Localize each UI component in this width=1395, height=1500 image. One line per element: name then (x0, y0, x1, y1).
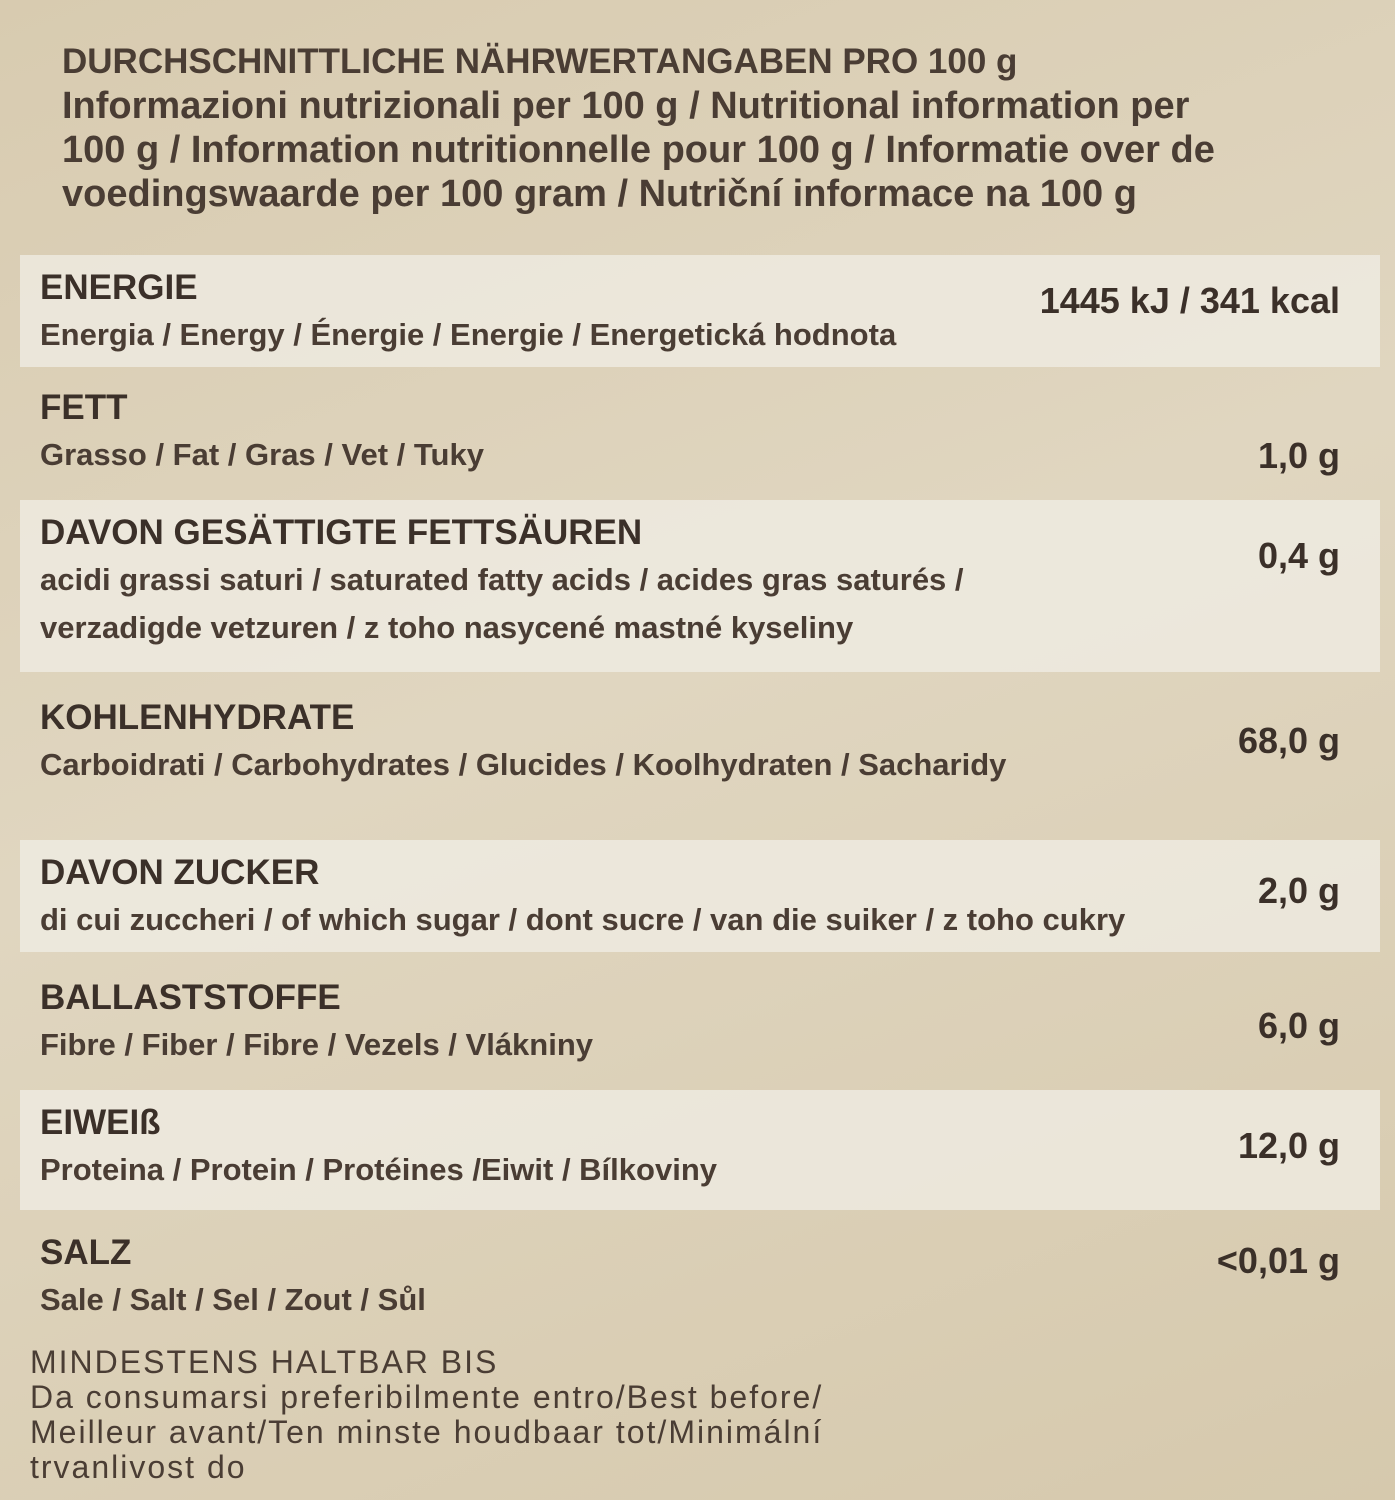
nutrient-title: ENERGIE (40, 268, 198, 307)
nutrient-row: DAVON ZUCKER di cui zuccheri / of which s… (20, 840, 1380, 952)
nutrient-translation: acidi grassi saturi / saturated fatty ac… (40, 562, 964, 597)
nutrient-value: 0,4 g (1257, 535, 1340, 576)
nutrient-value: 2,0 g (1257, 870, 1340, 911)
nutrient-row: ENERGIE Energia / Energy / Énergie / Ener… (20, 255, 1380, 367)
nutrient-row: DAVON GESÄTTIGTE FETTSÄUREN acidi grassi … (20, 500, 1380, 672)
nutrient-title: BALLASTSTOFFE (40, 978, 341, 1017)
header-line: DURCHSCHNITTLICHE NÄHRWERTANGABEN PRO 10… (62, 42, 1018, 81)
nutrient-title: KOHLENHYDRATE (40, 698, 355, 737)
header-line: 100 g / Information nutritionnelle pour … (62, 129, 1215, 171)
nutrient-row: FETT Grasso / Fat / Gras / Vet / Tuky 1,0 … (20, 375, 1380, 490)
nutrient-translation: Carboidrati / Carbohydrates / Glucides /… (40, 747, 1007, 782)
nutrient-title: FETT (40, 388, 128, 427)
nutrient-translation: Proteina / Protein / Protéines /Eiwit / … (40, 1152, 717, 1187)
nutrient-translation: di cui zuccheri / of which sugar / dont … (40, 902, 1126, 937)
footer-line: trvanlivost do (30, 1449, 247, 1485)
nutrient-row: KOHLENHYDRATE Carboidrati / Carbohydrates… (20, 685, 1380, 810)
nutrient-title: EIWEIß (40, 1103, 161, 1142)
nutrient-value: 1445 kJ / 341 kcal (1039, 280, 1340, 321)
header-line: voedingswaarde per 100 gram / Nutriční i… (62, 173, 1137, 215)
nutrient-translation: verzadigde vetzuren / z toho nasycené ma… (40, 610, 854, 645)
header: DURCHSCHNITTLICHE NÄHRWERTANGABEN PRO 10… (62, 40, 1362, 216)
footer: MINDESTENS HALTBAR BIS Da consumarsi pref… (30, 1345, 823, 1485)
nutrient-translation: Energia / Energy / Énergie / Energie / E… (40, 317, 897, 352)
nutrient-title: SALZ (40, 1233, 132, 1272)
footer-line: Da consumarsi preferibilmente entro/Best… (30, 1379, 824, 1415)
nutrient-title: DAVON ZUCKER (40, 853, 320, 892)
footer-line: MINDESTENS HALTBAR BIS (30, 1344, 499, 1380)
nutrient-value: 6,0 g (1257, 1005, 1340, 1046)
nutrient-value: <0,01 g (1216, 1240, 1340, 1281)
nutrient-translation: Fibre / Fiber / Fibre / Vezels / Vláknin… (40, 1027, 594, 1062)
nutrient-title: DAVON GESÄTTIGTE FETTSÄUREN (40, 513, 643, 552)
nutrient-value: 12,0 g (1237, 1125, 1340, 1166)
nutrient-row: SALZ Sale / Salt / Sel / Zout / Sůl <0,01 … (20, 1220, 1380, 1330)
nutrient-value: 1,0 g (1257, 435, 1340, 476)
nutrient-row: EIWEIß Proteina / Protein / Protéines /Ei… (20, 1090, 1380, 1210)
nutrient-row: BALLASTSTOFFE Fibre / Fiber / Fibre / Vez… (20, 965, 1380, 1080)
footer-line: Meilleur avant/Ten minste houdbaar tot/M… (30, 1414, 824, 1450)
nutrient-translation: Grasso / Fat / Gras / Vet / Tuky (40, 437, 484, 472)
nutrient-translation: Sale / Salt / Sel / Zout / Sůl (40, 1282, 426, 1317)
nutrient-value: 68,0 g (1237, 720, 1340, 761)
header-line: Informazioni nutrizionali per 100 g / Nu… (62, 85, 1190, 127)
